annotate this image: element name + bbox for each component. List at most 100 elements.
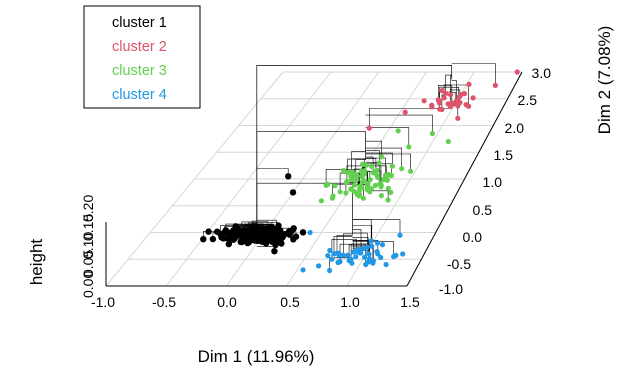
- data-point-cluster-2: [441, 95, 447, 101]
- data-point-cluster-1: [292, 233, 300, 240]
- data-point-cluster-4: [393, 252, 399, 258]
- y-tick-label: 3.0: [532, 65, 552, 81]
- data-point-cluster-3: [369, 163, 375, 170]
- data-point-cluster-4: [327, 267, 333, 274]
- z-tick-label: 0.00: [80, 271, 96, 298]
- dendrogram-segment: [365, 158, 377, 172]
- legend-entry-cluster-1: cluster 1: [112, 15, 167, 31]
- data-point-cluster-2: [466, 81, 472, 87]
- data-point-cluster-2: [421, 98, 427, 104]
- dendrogram-segment: [352, 219, 372, 241]
- legend-entry-cluster-2: cluster 2: [112, 39, 167, 55]
- data-point-cluster-1: [225, 240, 232, 248]
- dendrogram-segment: [365, 147, 402, 169]
- x-tick-label: 0.5: [280, 294, 300, 310]
- data-point-cluster-4: [368, 238, 374, 244]
- data-point-cluster-1: [299, 229, 307, 236]
- dendrogram-segment: [347, 158, 366, 173]
- data-point-cluster-3: [356, 188, 362, 194]
- dendrogram-segment: [256, 168, 289, 177]
- dendrogram-segment: [365, 114, 433, 134]
- data-point-cluster-1: [222, 227, 229, 234]
- data-point-cluster-2: [445, 101, 451, 107]
- data-point-cluster-1: [231, 235, 238, 242]
- dendrogram-segment: [450, 75, 452, 95]
- data-point-cluster-3: [378, 193, 384, 199]
- data-point-cluster-4: [340, 252, 346, 258]
- data-point-cluster-1: [258, 238, 265, 245]
- legend: cluster 1 cluster 2 cluster 3 cluster 4: [83, 5, 201, 109]
- data-point-cluster-1: [209, 235, 217, 243]
- x-tick-label: 1.5: [400, 294, 420, 310]
- dendrogram-segment: [365, 140, 382, 157]
- data-points: [200, 69, 520, 274]
- data-point-cluster-4: [336, 252, 342, 258]
- data-point-cluster-1: [223, 235, 230, 242]
- data-point-cluster-3: [349, 169, 355, 175]
- dendrogram-segment: [438, 85, 452, 100]
- data-point-cluster-2: [448, 92, 454, 98]
- data-point-cluster-1: [289, 189, 297, 196]
- data-point-cluster-4: [400, 251, 406, 257]
- data-point-cluster-3: [395, 128, 401, 134]
- data-point-cluster-3: [377, 181, 383, 187]
- data-point-cluster-1: [200, 236, 207, 243]
- x-axis-ticks: -1.0 -0.5 0.0 0.5 1.0 1.5: [91, 294, 420, 310]
- data-point-cluster-4: [348, 256, 354, 262]
- data-point-cluster-4: [374, 249, 380, 255]
- data-point-cluster-2: [437, 106, 443, 112]
- data-point-cluster-4: [361, 245, 367, 251]
- data-point-cluster-4: [378, 254, 384, 261]
- data-point-cluster-3: [344, 178, 350, 185]
- data-point-cluster-3: [355, 192, 361, 198]
- data-point-cluster-2: [461, 91, 468, 97]
- data-point-cluster-4: [331, 251, 337, 257]
- dendrogram-segment: [343, 233, 353, 256]
- data-point-cluster-2: [470, 95, 476, 101]
- y-tick-label: 2.0: [505, 120, 525, 136]
- data-point-cluster-3: [349, 176, 355, 183]
- legend-entry-cluster-4: cluster 4: [112, 87, 167, 103]
- data-point-cluster-1: [214, 228, 221, 235]
- data-point-cluster-4: [365, 259, 371, 265]
- data-point-cluster-3: [367, 177, 373, 183]
- data-point-cluster-3: [367, 189, 373, 195]
- data-point-cluster-3: [388, 189, 394, 195]
- data-point-cluster-1: [249, 225, 256, 233]
- data-point-cluster-3: [353, 177, 359, 184]
- dendrogram-segment: [350, 244, 353, 260]
- data-point-cluster-3: [381, 177, 387, 183]
- data-point-cluster-1: [271, 234, 279, 241]
- data-point-cluster-3: [383, 172, 389, 178]
- y-tick-label: 2.5: [518, 92, 538, 108]
- data-point-cluster-4: [345, 252, 351, 258]
- data-point-cluster-3: [318, 198, 324, 204]
- data-point-cluster-3: [406, 144, 412, 150]
- data-point-cluster-2: [466, 103, 472, 109]
- y-tick-label: 0.5: [473, 202, 493, 218]
- dendrogram-segment: [352, 232, 368, 248]
- x-tick-label: -1.0: [91, 294, 115, 310]
- z-axis-ticks: 0.00 0.05 0.10 0.15 0.20: [80, 195, 96, 298]
- y-tick-label: -1.0: [439, 281, 463, 297]
- data-point-cluster-3: [325, 181, 331, 187]
- y-axis-title: Dim 2 (7.08%): [595, 26, 614, 135]
- y-tick-label: 1.5: [494, 147, 514, 163]
- data-point-cluster-2: [456, 99, 462, 105]
- y-tick-label: 1.0: [483, 174, 503, 190]
- data-point-cluster-1: [271, 248, 278, 255]
- z-tick-label: 0.15: [80, 214, 96, 241]
- dendrogram-link: [256, 131, 366, 226]
- data-point-cluster-3: [357, 183, 363, 189]
- data-point-cluster-4: [353, 248, 360, 254]
- data-point-cluster-3: [359, 174, 365, 180]
- data-point-cluster-2: [436, 100, 443, 106]
- data-point-cluster-3: [379, 154, 385, 160]
- data-point-cluster-3: [344, 169, 351, 175]
- dendrogram-segment: [365, 153, 411, 172]
- data-point-cluster-4: [397, 232, 403, 238]
- data-point-cluster-2: [366, 125, 372, 131]
- data-point-cluster-1: [281, 231, 288, 238]
- data-point-cluster-3: [329, 195, 335, 201]
- data-point-cluster-2: [455, 115, 461, 121]
